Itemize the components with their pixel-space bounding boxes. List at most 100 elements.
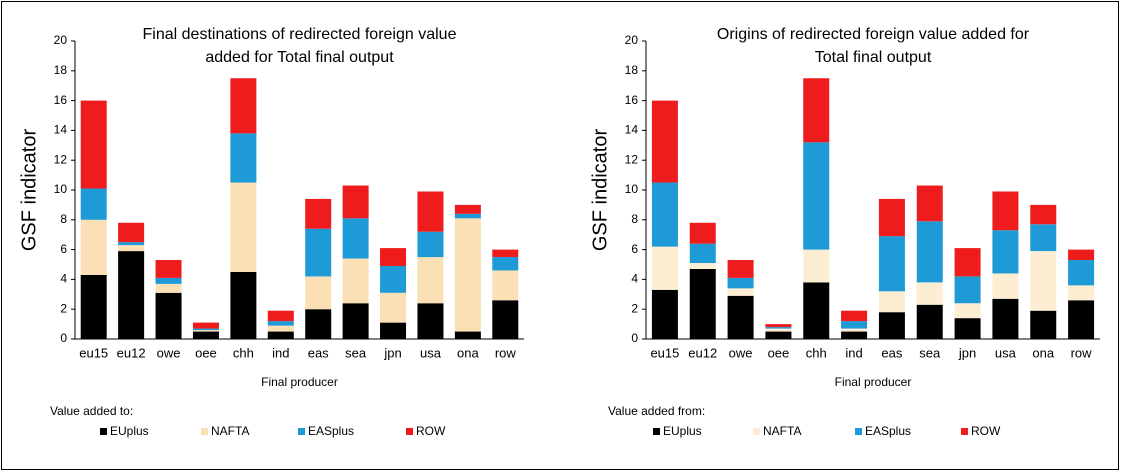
chart-title: Final destinations of redirected foreign… [143, 26, 457, 43]
bar-segment [765, 327, 792, 329]
bar-segment [80, 100, 107, 189]
bar-segment [492, 257, 519, 271]
legend-label: NAFTA [763, 424, 801, 438]
bar-segment [916, 185, 943, 222]
bar-segment [267, 331, 294, 339]
y-tick-label: 16 [54, 93, 68, 107]
y-tick-label: 8 [631, 212, 638, 226]
bar-segment [689, 268, 716, 339]
x-tick-label: usa [420, 345, 442, 360]
legend-swatch [961, 428, 968, 435]
bar-segment [878, 312, 905, 339]
legend-swatch [855, 428, 862, 435]
x-axis-label: Final producer [261, 375, 338, 389]
bar-segment [765, 331, 792, 339]
y-tick-label: 18 [54, 63, 68, 77]
x-axis-label: Final producer [835, 375, 912, 389]
y-tick-label: 14 [625, 123, 639, 137]
bar-segment [267, 310, 294, 322]
bar-segment [689, 243, 716, 264]
legend-label: ROW [971, 424, 1001, 438]
bar-segment [305, 309, 332, 339]
x-tick-label: ind [845, 345, 862, 360]
bar-segment [454, 213, 481, 219]
legend-label: EASplus [308, 424, 354, 438]
bar-segment [155, 260, 182, 278]
y-tick-label: 10 [625, 182, 639, 196]
x-tick-label: eas [881, 345, 902, 360]
bar-segment [454, 218, 481, 332]
y-axis-label: GSF indicator [18, 129, 40, 252]
bar-segment [305, 198, 332, 229]
y-tick-label: 2 [631, 301, 638, 315]
legend-label: EUplus [663, 424, 702, 438]
bar-segment [417, 191, 444, 232]
y-tick-label: 20 [625, 33, 639, 47]
legend-title: Value added from: [608, 404, 705, 418]
bar-segment [118, 245, 145, 252]
bar-segment [878, 291, 905, 313]
bar-segment [765, 328, 792, 332]
bar-segment [342, 258, 369, 304]
bar-segment [454, 204, 481, 214]
bar-segment [916, 304, 943, 339]
x-tick-label: jpn [958, 345, 976, 360]
bar-segment [342, 185, 369, 219]
bar-segment [954, 303, 981, 319]
bar-segment [342, 303, 369, 339]
x-tick-label: ona [1032, 345, 1054, 360]
bar-segment [417, 231, 444, 258]
bar-segment [80, 274, 107, 339]
bar-segment [841, 331, 868, 339]
x-tick-label: oee [195, 345, 217, 360]
bar-segment [916, 221, 943, 283]
bar-segment [192, 330, 219, 332]
bar-segment [155, 292, 182, 339]
bar-segment [954, 318, 981, 339]
y-tick-label: 0 [60, 331, 67, 345]
bar-segment [727, 260, 754, 278]
y-tick-label: 14 [54, 123, 68, 137]
bar-segment [992, 230, 1019, 274]
x-tick-label: owe [157, 345, 181, 360]
bar-segment [305, 228, 332, 277]
bar-segment [118, 242, 145, 246]
y-tick-label: 12 [625, 152, 639, 166]
bar-segment [230, 78, 257, 134]
x-tick-label: eu12 [117, 345, 146, 360]
bar-segment [118, 251, 145, 339]
chart-title: added for Total final output [205, 49, 394, 66]
bar-segment [651, 182, 678, 247]
bar-segment [155, 283, 182, 293]
x-tick-label: eu15 [79, 345, 108, 360]
bar-segment [803, 78, 830, 143]
legend-swatch [100, 428, 107, 435]
bar-segment [803, 249, 830, 283]
bar-segment [954, 276, 981, 304]
y-tick-label: 8 [60, 212, 67, 226]
bar-segment [80, 188, 107, 220]
y-tick-label: 10 [54, 182, 68, 196]
bar-segment [417, 303, 444, 339]
bar-segment [1030, 224, 1057, 252]
bar-segment [1068, 249, 1095, 261]
legend-swatch [406, 428, 413, 435]
y-tick-label: 20 [54, 33, 68, 47]
bar-segment [992, 191, 1019, 231]
bar-segment [305, 276, 332, 310]
bar-segment [118, 222, 145, 243]
x-tick-label: row [495, 345, 517, 360]
bar-segment [267, 321, 294, 326]
bar-segment [689, 263, 716, 269]
bar-segment [954, 248, 981, 277]
bar-segment [1030, 251, 1057, 311]
y-tick-label: 2 [60, 301, 67, 315]
legend-swatch [653, 428, 660, 435]
bar-segment [841, 321, 868, 329]
bar-segment [380, 322, 407, 339]
bar-segment [80, 219, 107, 275]
y-axis-label: GSF indicator [589, 129, 611, 252]
legend-swatch [753, 428, 760, 435]
bar-segment [727, 288, 754, 296]
